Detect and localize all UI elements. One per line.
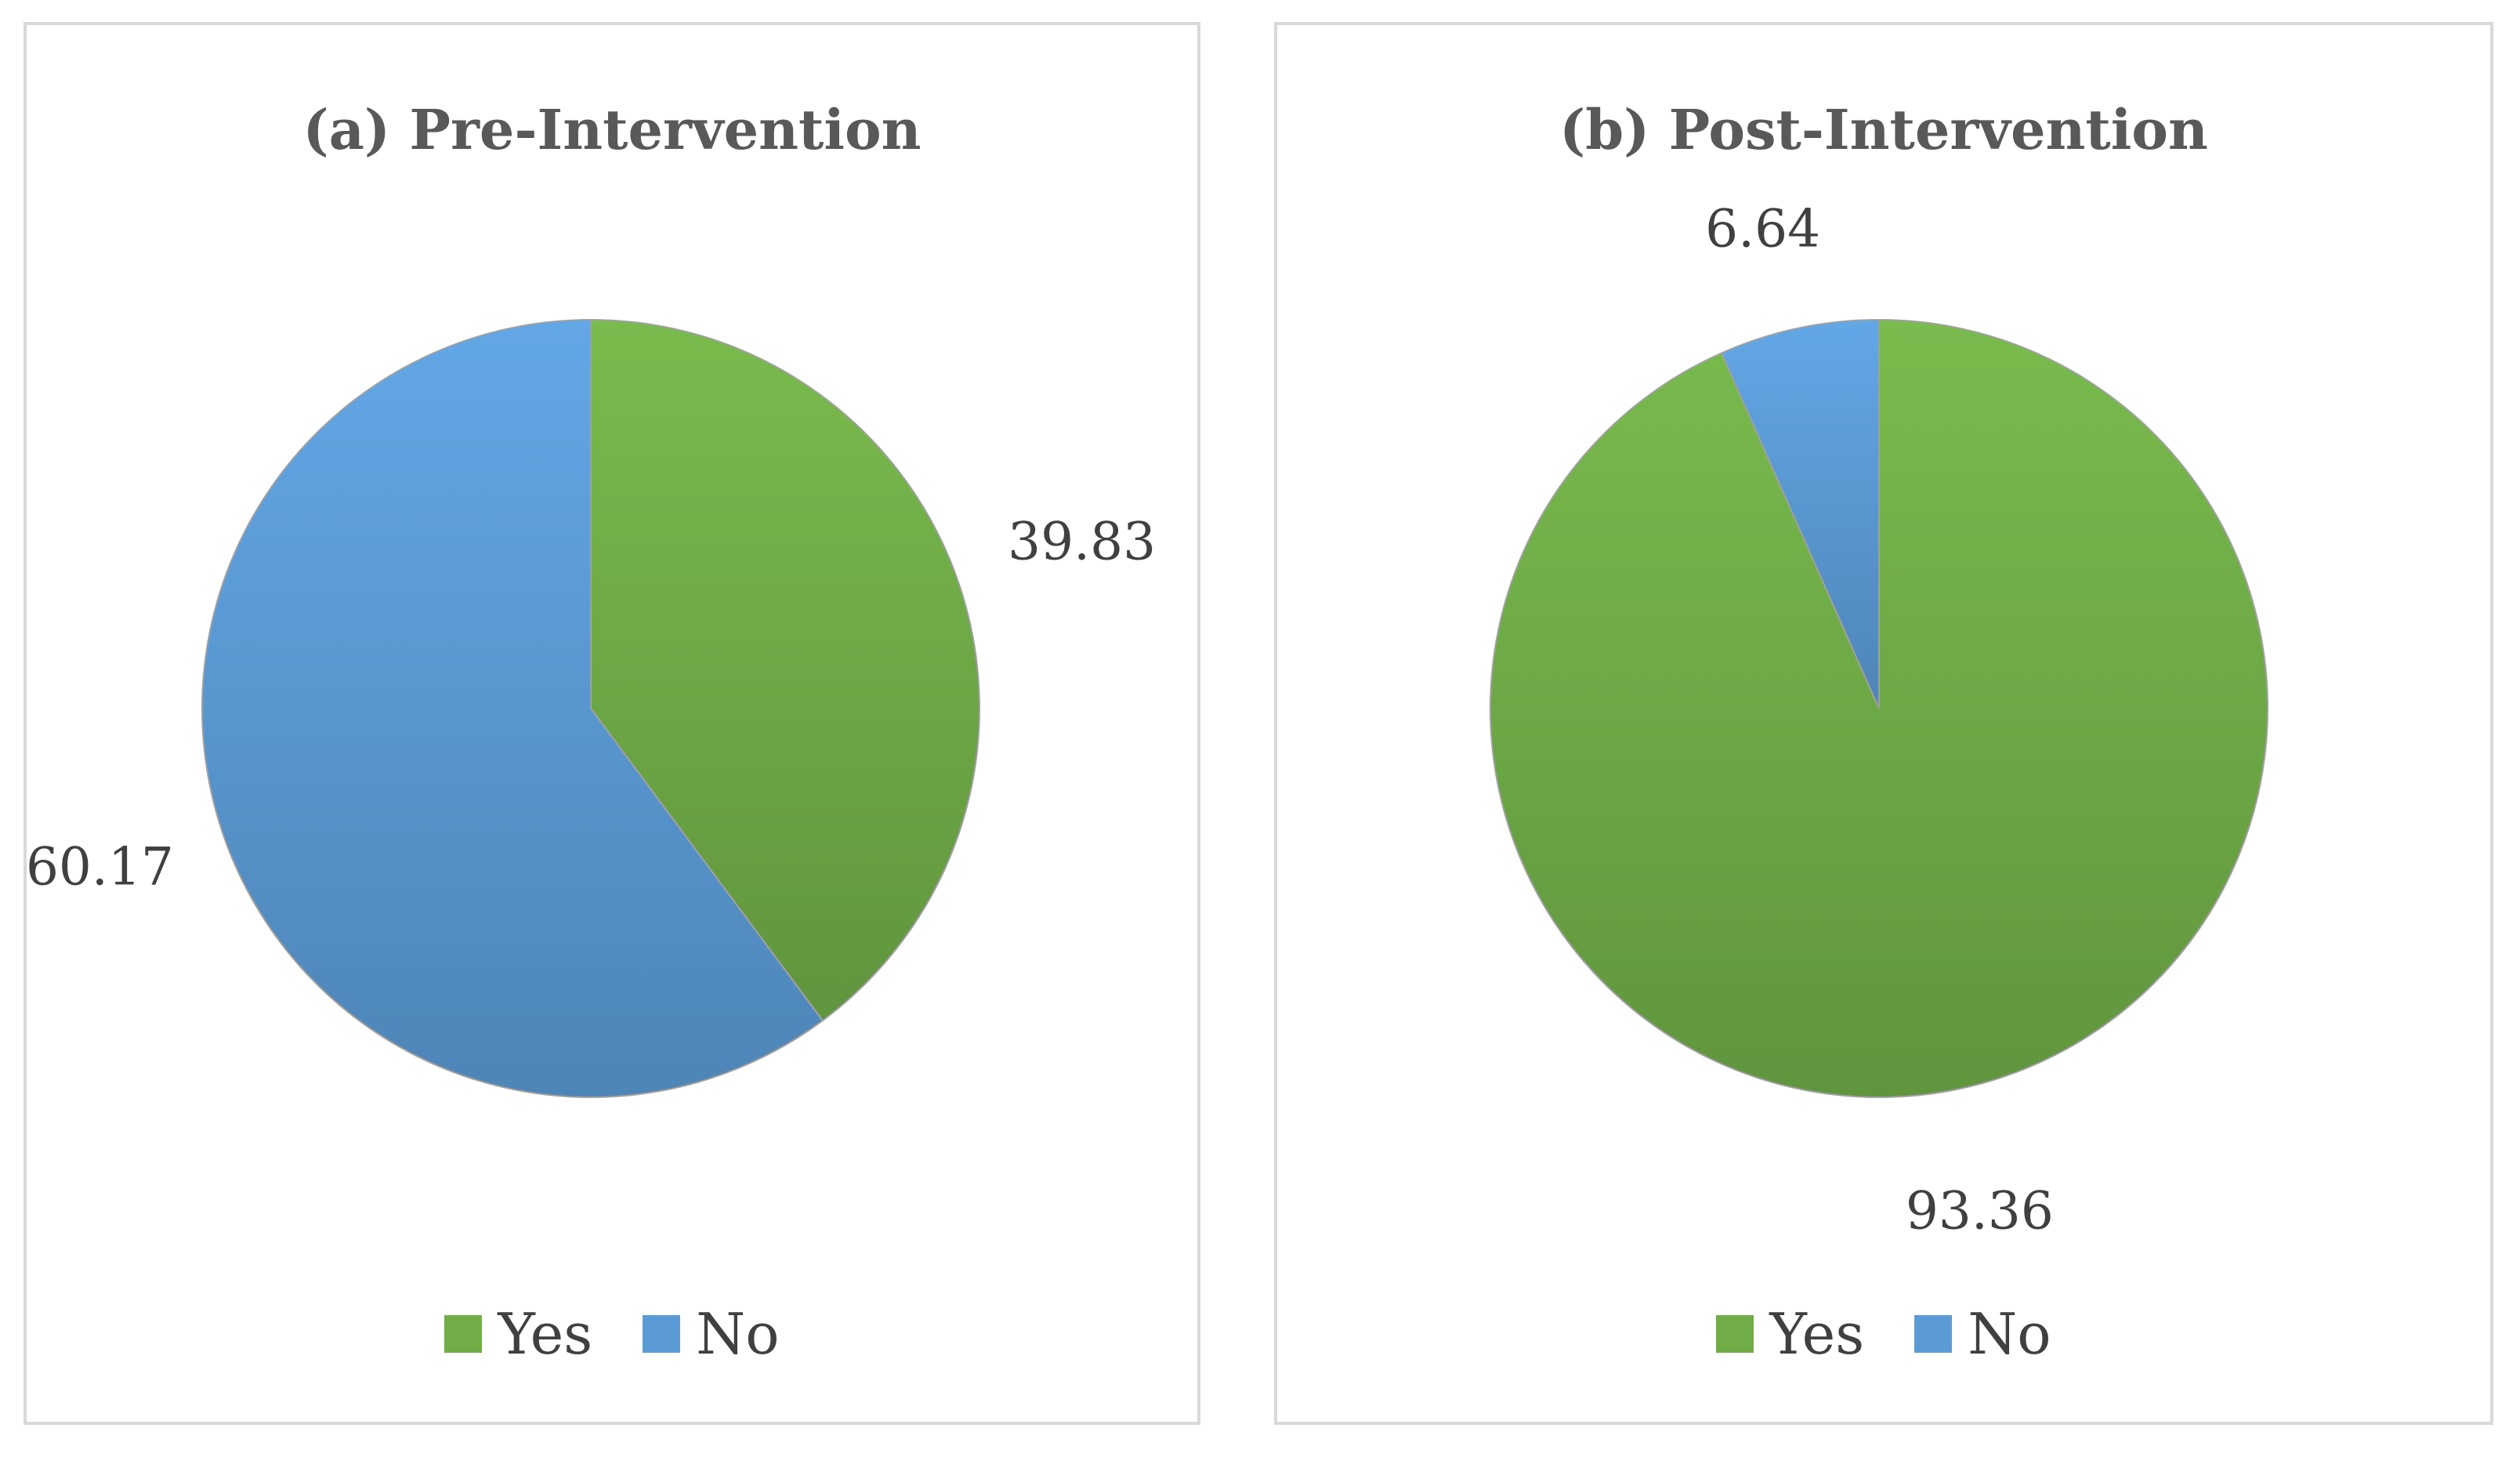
pie-chart-post: 93.36 6.64 [1490,198,2268,1241]
legend-label-no: No [1968,1301,2051,1367]
legend: Yes No [1277,1301,2490,1367]
data-label-no: 60.17 [27,836,174,897]
chart-title: (a) Pre-Intervention [302,97,921,162]
legend-swatch-yes [444,1315,483,1353]
legend-item-no: No [1914,1301,2051,1367]
legend-item-no: No [643,1301,780,1367]
legend-swatch-no [1914,1315,1953,1353]
pie-slice-yes [590,318,981,1022]
chart-panel-pre: (a) Pre-Intervention 39.83 60.17 Yes No [24,22,1200,1425]
legend-label-no: No [696,1301,780,1367]
data-label-no: 6.64 [1705,198,1820,259]
data-label-yes: 39.83 [1008,512,1156,572]
pie-slice-no [1720,318,1880,709]
chart-panel-post: (b) Post-Intervention 93.36 6.64 Yes No [1274,22,2493,1425]
pie-slice-no [201,318,824,1098]
chart-title: (b) Post-Intervention [1559,97,2208,162]
legend-label-yes: Yes [1769,1301,1865,1367]
legend-label-yes: Yes [498,1301,593,1367]
legend-swatch-no [643,1315,681,1353]
legend-swatch-yes [1716,1315,1754,1353]
pie-chart-pre: 39.83 60.17 [27,318,1156,1098]
legend: Yes No [27,1301,1197,1367]
legend-item-yes: Yes [1716,1301,1864,1367]
data-label-yes: 93.36 [1906,1181,2054,1241]
legend-item-yes: Yes [444,1301,592,1367]
